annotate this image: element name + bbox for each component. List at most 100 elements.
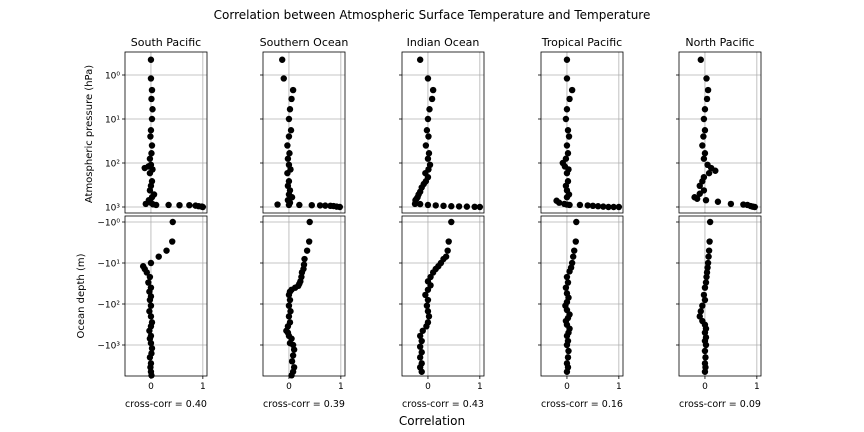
atmosphere-point [411,200,419,208]
ocean-point [571,247,578,254]
atmosphere-point [429,86,437,94]
atmosphere-point [471,203,478,211]
ocean-point [705,247,713,254]
xtick-label: 1 [616,382,622,392]
atmosphere-point [705,169,713,177]
ocean-point [416,332,424,340]
ocean-point [423,302,431,309]
atmosphere-point [564,150,572,157]
atmosphere-point [594,203,602,210]
atmosphere-point [701,127,709,134]
atmosphere-point [141,164,148,172]
atmosphere-point [149,106,156,113]
atmosphere-point [425,133,432,140]
atmosphere-point [186,201,193,209]
bottom-ylabel: Ocean depth (m) [76,253,87,338]
ocean-point [146,296,154,304]
atmosphere-point [563,106,571,113]
ocean-point [699,302,706,309]
ocean-point [703,273,710,281]
figure-title: Correlation between Atmospheric Surface … [214,8,651,22]
top-ylabel: Atmospheric pressure (hPa) [84,65,95,203]
ocean-point [565,347,572,355]
atmosphere-point [146,187,154,194]
ocean-point [702,341,710,349]
panel-caption: cross-corr = 0.43 [402,399,484,410]
panel-caption: cross-corr = 0.39 [263,399,345,410]
atmosphere-point [285,201,293,209]
ocean-point [288,358,296,365]
ocean-point [147,339,155,347]
ocean-point [423,323,430,330]
xtick-label: 1 [200,382,206,392]
ocean-point [562,284,570,291]
ocean-point [301,255,308,263]
atmosphere-axes-frame [124,51,208,214]
atmosphere-point [589,202,597,210]
ocean-point [148,372,155,379]
ocean-axes-frame [124,215,208,377]
atmosphere-point [147,127,155,134]
ocean-point [702,279,710,286]
atmosphere-point [147,133,154,140]
atmosphere-point [564,127,572,134]
ocean-point [285,291,293,299]
atmosphere-point [476,203,484,211]
atmosphere-point [703,75,710,82]
atmosphere-point [422,142,430,149]
ocean-point [701,368,709,375]
atmosphere-point [703,95,711,103]
atmosphere-point [751,203,758,211]
atmosphere-axes-frame [540,51,624,214]
atmosphere-axes-frame [262,51,346,214]
ocean-point [416,343,424,350]
atmosphere-point [712,167,719,174]
atmosphere-point [699,142,706,149]
ocean-point [697,308,704,315]
atmosphere-point [288,95,295,103]
atmosphere-point [284,142,291,149]
xtick-label: 0 [425,382,431,392]
atmosphere-point [600,203,607,210]
panel-title: Southern Ocean [260,36,349,49]
panel-title: Indian Ocean [407,36,480,49]
ocean-point [573,218,580,226]
atmosphere-point [432,202,439,209]
atmosphere-point [285,133,293,140]
ocean-point [705,253,712,260]
ocean-point [696,313,703,320]
ocean-point [701,284,709,291]
ocean-point [169,238,176,245]
atmosphere-point [284,155,292,162]
atmosphere-point [279,56,286,63]
atmosphere-point [424,155,432,162]
ocean-axes-frame [540,215,624,377]
atmosphere-point [555,199,563,206]
xtick-label: 0 [148,382,154,392]
ocean-point [416,354,424,361]
atmosphere-point [286,106,294,113]
atmosphere-point [693,195,701,202]
atmosphere-point [165,201,172,209]
xtick-label: 1 [338,382,344,392]
ocean-axes-frame [678,215,762,377]
atmosphere-point [316,202,324,209]
ytick-label: 10³ [105,204,120,214]
atmosphere-point [702,196,710,204]
ocean-point [566,268,573,275]
atmosphere-point [568,86,576,94]
atmosphere-point [563,75,571,82]
ocean-point [418,368,425,375]
atmosphere-point [455,203,463,210]
ocean-point [163,247,170,254]
atmosphere-point [463,203,471,210]
atmosphere-point [289,86,297,94]
xtick-label: 1 [477,382,483,392]
atmosphere-point [563,169,571,177]
ocean-point [563,273,571,281]
atmosphere-point [336,203,344,211]
atmosphere-point [285,115,293,123]
atmosphere-point [147,56,155,63]
atmosphere-point [199,203,207,211]
